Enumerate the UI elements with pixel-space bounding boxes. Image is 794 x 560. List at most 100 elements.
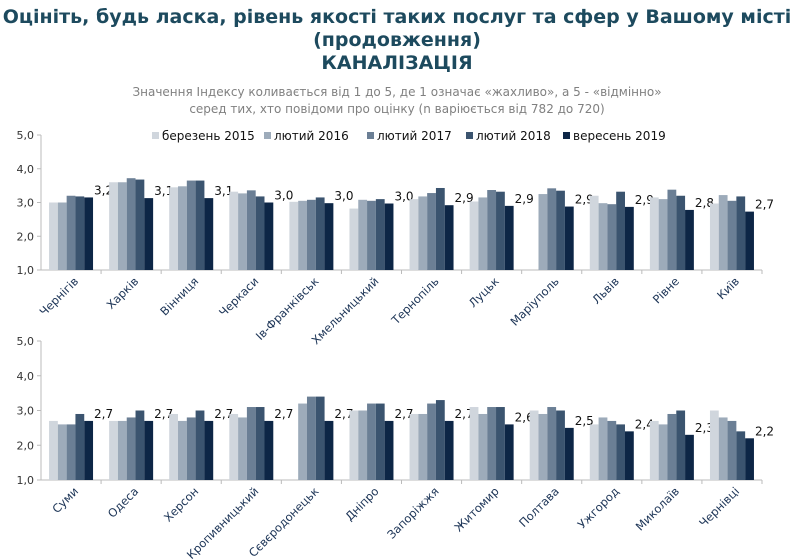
bar-2 xyxy=(418,196,428,270)
data-label: 2,6 xyxy=(515,410,534,424)
bar-3 xyxy=(427,403,436,480)
category-label: Дніпро xyxy=(342,484,381,523)
category-label: Ів-Франківськ xyxy=(253,274,322,343)
bar-5 xyxy=(504,205,514,270)
legend-label: лютий 2016 xyxy=(274,129,349,143)
data-label: 3,0 xyxy=(334,189,353,203)
bar-2 xyxy=(718,195,728,270)
bar-4 xyxy=(195,180,205,270)
bar-2 xyxy=(178,186,187,270)
y-tick-label: 2,0 xyxy=(17,230,35,243)
data-label: 3,0 xyxy=(274,189,293,203)
bar-2 xyxy=(178,420,187,480)
bar-2 xyxy=(478,197,488,270)
bar-2 xyxy=(238,417,247,480)
bar-2 xyxy=(57,424,67,480)
bar-3 xyxy=(306,396,316,480)
bar-1 xyxy=(709,203,719,270)
category-label: Херсон xyxy=(161,484,201,524)
bar-1 xyxy=(109,182,118,270)
bar-4 xyxy=(556,410,565,480)
data-label: 2,9 xyxy=(575,193,594,207)
bar-4 xyxy=(676,195,686,270)
category-label: Вінниця xyxy=(157,274,201,318)
legend-label: лютий 2018 xyxy=(476,129,551,143)
bar-3 xyxy=(607,204,617,270)
category-label: Полтава xyxy=(516,484,562,530)
bar-2 xyxy=(358,199,368,270)
bar-4 xyxy=(435,187,445,270)
bar-3 xyxy=(246,407,256,480)
bar-4 xyxy=(496,407,505,480)
legend-swatch xyxy=(563,132,570,139)
bar-5 xyxy=(324,203,334,270)
legend-label: вересень 2019 xyxy=(573,129,666,143)
bar-5 xyxy=(504,424,514,480)
bar-3 xyxy=(547,407,557,480)
bar-1 xyxy=(409,413,419,480)
bar-4 xyxy=(135,179,145,270)
bar-4 xyxy=(736,196,746,270)
data-label: 2,9 xyxy=(515,192,534,206)
bar-5 xyxy=(745,211,754,270)
legend-swatch xyxy=(466,132,473,139)
y-tick-label: 1,0 xyxy=(17,264,35,277)
bar-5 xyxy=(144,420,154,480)
bar-4 xyxy=(676,410,686,480)
bar-2 xyxy=(538,194,548,270)
bar-5 xyxy=(144,198,154,270)
bar-5 xyxy=(745,438,754,480)
bar-3 xyxy=(66,424,76,480)
data-label: 2,7 xyxy=(394,407,413,421)
bar-5 xyxy=(84,420,94,480)
bar-1 xyxy=(589,195,599,270)
bar-2 xyxy=(478,413,488,480)
category-label: Суми xyxy=(49,484,81,516)
bar-5 xyxy=(264,420,274,480)
bar-2 xyxy=(358,410,368,480)
y-tick-label: 4,0 xyxy=(17,370,35,383)
bar-2 xyxy=(658,424,668,480)
bar-2 xyxy=(418,413,428,480)
bar-3 xyxy=(667,413,677,480)
bar-4 xyxy=(616,424,625,480)
bar-1 xyxy=(649,197,659,270)
legend: березень 2015 лютий 2016 лютий 2017 лютий 2… xyxy=(152,129,666,143)
data-label: 3,1 xyxy=(154,184,173,198)
y-tick-label: 4,0 xyxy=(17,163,35,176)
data-label: 2,8 xyxy=(695,196,714,210)
bar-1 xyxy=(529,410,539,480)
bar-4 xyxy=(435,400,445,480)
bar-5 xyxy=(564,427,574,480)
bar-2 xyxy=(538,413,548,480)
bar-4 xyxy=(375,403,385,480)
bar-1 xyxy=(649,420,659,480)
bar-2 xyxy=(117,420,127,480)
bar-5 xyxy=(384,203,394,270)
data-label: 2,7 xyxy=(755,198,774,212)
title-line-1: Оцініть, будь ласка, рівень якості таких… xyxy=(2,6,792,28)
bar-1 xyxy=(49,202,58,270)
bar-4 xyxy=(135,410,145,480)
category-label: Черкаси xyxy=(216,274,261,319)
bar-1 xyxy=(229,413,239,480)
bar-2 xyxy=(238,193,247,270)
bar-3 xyxy=(246,190,256,270)
bar-2 xyxy=(57,202,67,270)
bar-1 xyxy=(169,187,179,270)
bar-3 xyxy=(727,200,737,270)
data-label: 2,4 xyxy=(635,417,654,431)
bar-3 xyxy=(487,190,497,270)
category-label: Чернівці xyxy=(696,484,742,530)
category-label: Чернігів xyxy=(37,274,82,319)
bar-4 xyxy=(75,413,85,480)
bar-4 xyxy=(315,197,325,270)
bar-5 xyxy=(685,434,694,480)
data-label: 2,3 xyxy=(695,421,714,435)
bar-5 xyxy=(444,205,454,270)
category-label: Львів xyxy=(589,274,622,307)
category-label: Маріуполь xyxy=(507,274,562,329)
y-tick-label: 5,0 xyxy=(17,129,35,142)
category-label: Київ xyxy=(714,274,742,302)
